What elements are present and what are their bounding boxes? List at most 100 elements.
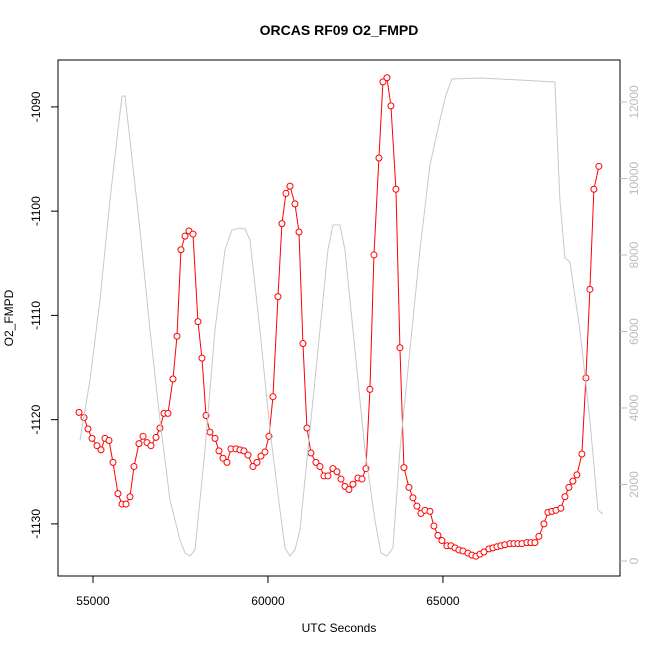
data-point: [177, 246, 185, 254]
data-point: [198, 354, 206, 362]
data-point: [430, 522, 438, 530]
data-point: [135, 440, 143, 448]
data-point: [379, 78, 387, 86]
data-point: [349, 480, 357, 488]
data-point: [84, 425, 92, 433]
data-point: [586, 285, 594, 293]
secondary-line: [79, 77, 604, 557]
data-point: [405, 483, 413, 491]
data-point: [282, 189, 290, 197]
y-axis-label: O2_FMPD: [2, 289, 16, 346]
data-point: [595, 162, 603, 170]
y-tick-label: -1120: [29, 404, 43, 434]
y-tick-label: -1100: [29, 196, 43, 226]
y-tick-label: -1110: [29, 301, 43, 330]
data-point: [358, 475, 366, 483]
x-tick-label: 55000: [76, 594, 110, 608]
chart-title: ORCAS RF09 O2_FMPD: [260, 22, 419, 38]
y2-tick-label: 8000: [627, 241, 641, 268]
data-point: [194, 318, 202, 326]
data-point: [223, 458, 231, 466]
data-point: [126, 493, 134, 501]
data-point: [337, 475, 345, 483]
data-point: [400, 464, 408, 472]
data-point: [97, 446, 105, 454]
data-point: [114, 490, 122, 498]
data-point: [561, 493, 569, 501]
data-point: [569, 477, 577, 485]
data-point: [286, 182, 294, 190]
data-point: [573, 471, 581, 479]
x-axis-label: UTC Seconds: [302, 621, 377, 635]
data-point: [181, 232, 189, 240]
data-point: [396, 344, 404, 352]
data-point: [130, 463, 138, 471]
data-point: [274, 293, 282, 301]
data-point: [169, 375, 177, 383]
data-point: [211, 434, 219, 442]
data-point: [324, 472, 332, 480]
data-point: [392, 185, 400, 193]
y-tick-label: -1130: [29, 509, 43, 539]
data-point: [387, 102, 395, 110]
data-point: [257, 452, 265, 460]
data-point: [480, 548, 488, 556]
data-point: [434, 531, 442, 539]
data-point: [409, 494, 417, 502]
y2-tick-label: 6000: [627, 318, 641, 345]
y2-tick-label: 12000: [627, 85, 641, 119]
data-point: [565, 483, 573, 491]
data-point: [299, 340, 307, 348]
data-point: [316, 463, 324, 471]
data-point: [278, 220, 286, 228]
y2-tick-label: 4000: [627, 394, 641, 421]
y-tick-label: -1090: [29, 91, 43, 122]
data-point: [438, 537, 446, 545]
data-point: [375, 154, 383, 162]
data-point: [215, 447, 223, 455]
data-point: [122, 500, 130, 508]
data-point: [109, 458, 117, 466]
data-point: [383, 74, 391, 82]
data-point: [93, 442, 101, 450]
data-point: [75, 408, 83, 416]
data-point: [139, 432, 147, 440]
data-point: [249, 463, 257, 471]
data-point: [345, 485, 353, 493]
data-point: [269, 393, 277, 401]
data-point: [557, 504, 565, 512]
x-tick-label: 60000: [251, 594, 285, 608]
data-point: [291, 200, 299, 208]
data-point: [303, 424, 311, 432]
y2-tick-label: 10000: [627, 161, 641, 195]
y2-tick-label: 2000: [627, 471, 641, 498]
data-point: [590, 185, 598, 193]
data-point: [531, 539, 539, 547]
data-point: [156, 424, 164, 432]
data-point: [244, 451, 252, 459]
data-point: [413, 502, 421, 510]
data-point: [312, 458, 320, 466]
data-point: [253, 458, 261, 466]
data-point: [240, 447, 248, 455]
data-point: [333, 468, 341, 476]
data-point: [173, 332, 181, 340]
data-point: [307, 449, 315, 457]
data-point: [366, 385, 374, 393]
data-point: [105, 436, 113, 444]
data-point: [88, 434, 96, 442]
data-point: [164, 409, 172, 417]
data-point: [261, 448, 269, 456]
x-tick-label: 65000: [426, 594, 460, 608]
data-point: [147, 442, 155, 450]
data-point: [370, 251, 378, 259]
data-point: [540, 520, 548, 528]
data-point: [219, 454, 227, 462]
data-point: [206, 428, 214, 436]
y2-tick-label: 0: [627, 557, 641, 564]
data-point: [189, 230, 197, 238]
data-point: [295, 228, 303, 236]
data-point: [152, 433, 160, 441]
